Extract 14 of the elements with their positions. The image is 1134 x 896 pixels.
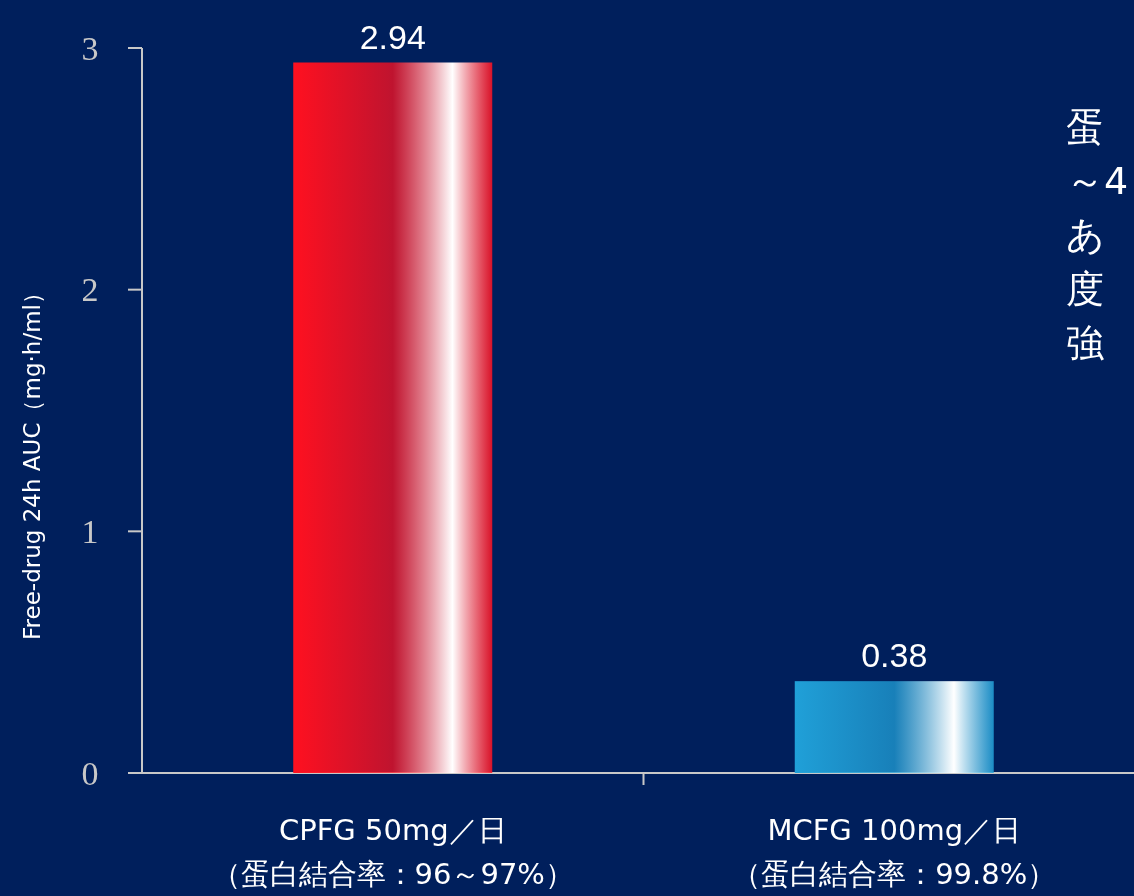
annotation: ～4 <box>1066 159 1129 203</box>
annotation: 蛋 <box>1066 105 1104 149</box>
annotation: 強 <box>1066 321 1104 365</box>
y-tick-label: 2 <box>81 271 99 309</box>
y-tick-label: 1 <box>81 512 99 550</box>
annotation: 度 <box>1066 267 1104 311</box>
x-tick-label: MCFG 100mg／日（蛋白結合率：99.8%） <box>732 813 1057 891</box>
data-label: 2.94 <box>359 17 426 56</box>
y-tick-label: 0 <box>81 754 99 792</box>
annotation: あ <box>1066 213 1105 257</box>
y-tick-label: 3 <box>81 29 99 67</box>
data-label: 0.38 <box>861 636 928 675</box>
y-axis-title: Free-drug 24h AUC（mg·h/ml） <box>19 281 45 640</box>
x-tick-label: CPFG 50mg／日（蛋白結合率：96～97%） <box>211 813 574 891</box>
